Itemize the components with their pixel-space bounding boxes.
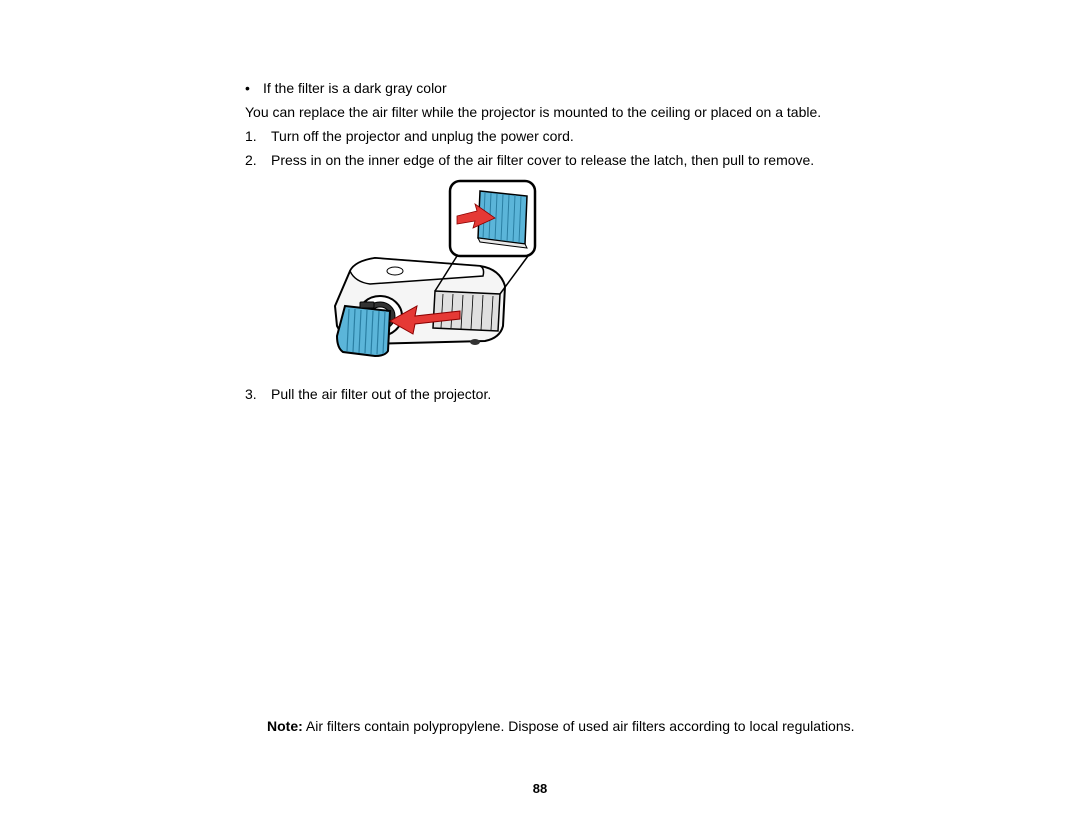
figure-projector-filter [305, 176, 990, 376]
step-3-text: Pull the air filter out of the projector… [271, 386, 491, 402]
step-1: 1.Turn off the projector and unplug the … [245, 128, 990, 144]
step-2-text: Press in on the inner edge of the air fi… [271, 152, 814, 168]
bullet-text: If the filter is a dark gray color [263, 80, 447, 96]
projector-illustration [305, 176, 565, 376]
step-3-number: 3. [245, 386, 271, 402]
step-3: 3.Pull the air filter out of the project… [245, 386, 990, 402]
note-label: Note: [267, 718, 303, 734]
page-number: 88 [0, 781, 1080, 796]
note-text: Air filters contain polypropylene. Dispo… [306, 718, 855, 734]
bullet-item: •If the filter is a dark gray color [245, 80, 990, 96]
step-1-number: 1. [245, 128, 271, 144]
step-2-number: 2. [245, 152, 271, 168]
bullet-marker: • [245, 80, 263, 96]
filter-removed [337, 302, 390, 356]
note-section: Note: Air filters contain polypropylene.… [90, 718, 990, 734]
step-2: 2.Press in on the inner edge of the air … [245, 152, 990, 168]
step-1-text: Turn off the projector and unplug the po… [271, 128, 574, 144]
intro-text: You can replace the air filter while the… [245, 104, 990, 120]
